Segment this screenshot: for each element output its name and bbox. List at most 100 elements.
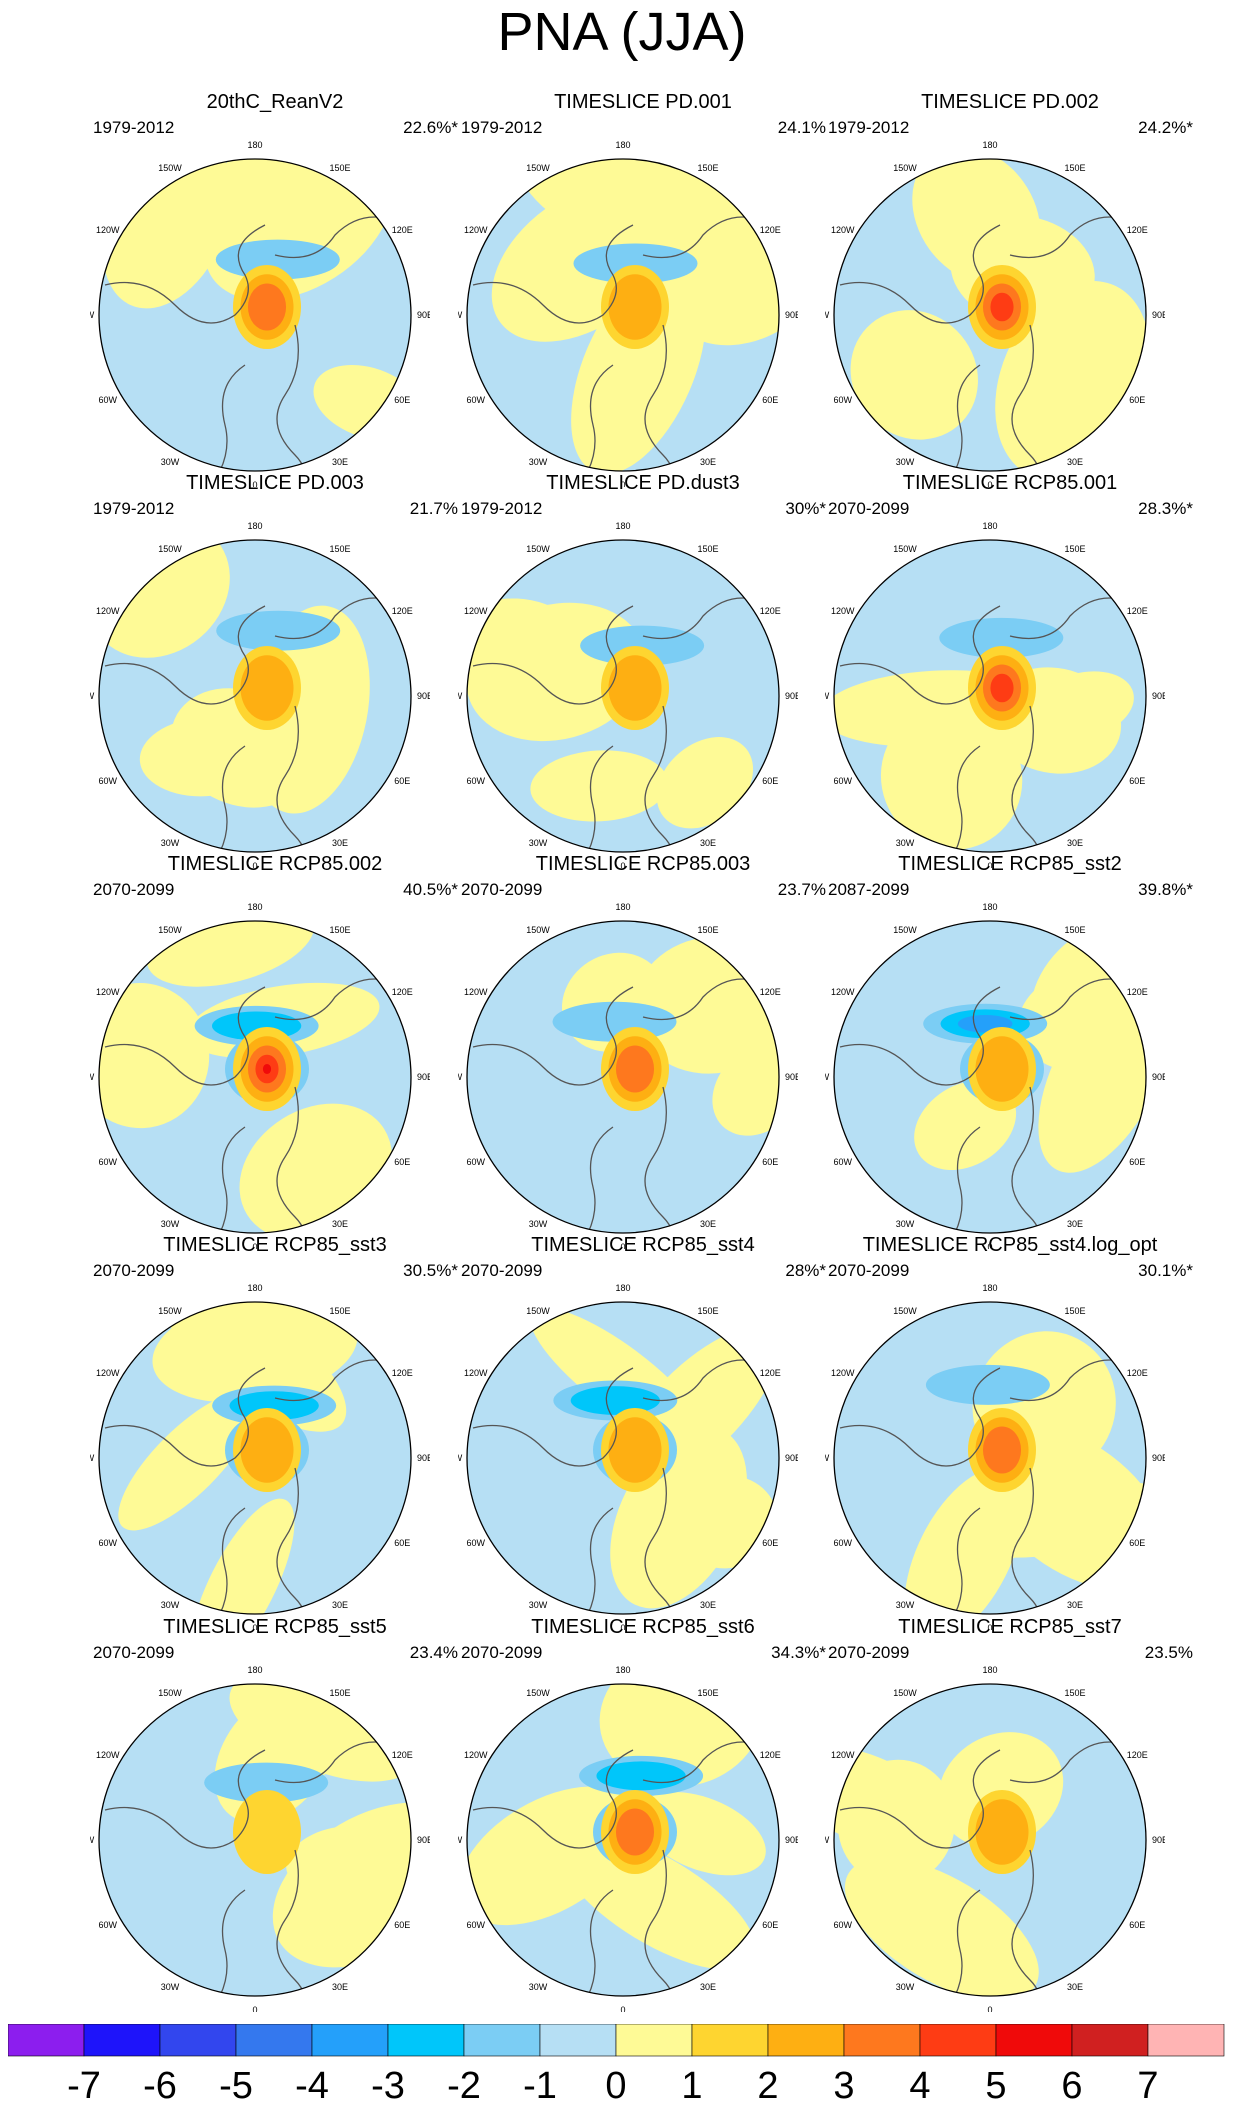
longitude-label: 180 [247,140,262,150]
coastline [194,1126,246,1233]
colorbar-tick-label: 2 [757,2065,778,2104]
coastline [276,1467,309,1614]
longitude-label: 0 [987,480,992,487]
map-boundary [833,920,1147,1234]
map-panel: TIMESLICE RCP85.002 2070-2099 40.5%* 180 150… [90,853,460,1249]
longitude-label: 60W [99,776,118,786]
map-panel: TIMESLICE PD.001 1979-2012 24.1% 180 150E 120… [458,91,828,487]
polar-anomaly-contour [990,292,1014,322]
longitude-label: 120W [831,1750,855,1760]
longitude-label: 120W [96,1368,120,1378]
coastline [929,745,981,852]
positive-anomaly-region [229,1684,411,1782]
longitude-label: 30E [1067,1600,1083,1610]
map-boundary [466,1683,780,1997]
longitude-label: 90E [1152,310,1165,320]
colorbar-tick-label: -4 [295,2065,329,2104]
longitude-label: 30E [332,457,348,467]
longitude-label: 0 [252,1242,257,1249]
longitude-label: 60E [394,1920,410,1930]
polar-map: 180 150E 120E 90E 60E 30E 0 30W 60W 90W 120W 150W [458,521,798,868]
negative-anomaly-contour [939,617,1064,658]
longitude-label: 60W [467,395,486,405]
longitude-label: 150E [1064,544,1085,554]
panel-explained-variance: 24.1% [777,118,826,137]
longitude-label: 30W [896,838,915,848]
panel-explained-variance: 21.7% [409,499,458,518]
coastline [194,1507,246,1614]
longitude-label: 0 [620,1623,625,1630]
polar-anomaly-contour [608,1417,662,1483]
longitude-label: 180 [247,521,262,531]
longitude-label: 60W [834,395,853,405]
longitude-label: 120W [464,606,488,616]
colorbar-tick-label: 6 [1061,2065,1082,2104]
longitude-label: 90E [417,1835,430,1845]
longitude-label: 180 [615,902,630,912]
longitude-label: 60W [834,1920,853,1930]
longitude-label: 90W [825,1835,830,1845]
longitude-label: 150E [697,1688,718,1698]
longitude-label: 30E [1067,457,1083,467]
positive-anomaly-region [712,1043,779,1136]
polar-map: 180 150E 120E 90E 60E 30E 0 30W 60W 90W 120W 150W [90,140,430,487]
longitude-label: 60E [394,776,410,786]
longitude-label: 90W [90,310,95,320]
longitude-label: 30E [1067,838,1083,848]
panel-years: 2070-2099 [828,1261,910,1280]
longitude-label: 30E [700,1982,716,1992]
coastline [562,1126,614,1233]
coastline [104,1749,266,1849]
longitude-label: 30E [700,838,716,848]
polar-map: 180 150E 120E 90E 60E 30E 0 30W 60W 90W 120W 150W [825,521,1165,868]
colorbar-tick-label: -5 [219,2065,253,2104]
longitude-label: 60W [99,1920,118,1930]
positive-anomaly-region [190,1498,295,1614]
panel-years: 2070-2099 [93,880,175,899]
longitude-label: 150E [329,163,350,173]
colorbar-swatch [463,2024,541,2057]
map-panel: TIMESLICE RCP85_sst4 2070-2099 28%* 180 150E… [458,1234,828,1630]
longitude-label: 120W [831,225,855,235]
colorbar-tick-label: -2 [447,2065,481,2104]
longitude-label: 30W [529,457,548,467]
longitude-label: 60E [1129,1920,1145,1930]
map-panel: TIMESLICE RCP85_sst4.log_opt 2070-2099 30.… [825,1234,1195,1630]
panel-years: 1979-2012 [828,118,910,137]
polar-anomaly-contour [608,274,662,340]
longitude-label: 30W [529,838,548,848]
longitude-label: 180 [615,1283,630,1293]
longitude-label: 150W [158,925,182,935]
panel-years: 2087-2099 [828,880,910,899]
colorbar-tick-label: 4 [909,2065,930,2104]
coastline [929,1889,981,1996]
longitude-label: 120E [760,225,781,235]
map-panel: TIMESLICE PD.003 1979-2012 21.7% 180 150E 120… [90,472,460,868]
coastline [644,1086,677,1233]
longitude-label: 150E [697,1306,718,1316]
coastline [839,1749,1001,1849]
longitude-label: 180 [982,1665,997,1675]
panel-explained-variance: 30%* [785,499,826,518]
longitude-label: 90W [458,1072,463,1082]
coastline [104,224,266,324]
longitude-label: 30E [700,1219,716,1229]
longitude-label: 0 [252,861,257,868]
longitude-label: 150E [697,163,718,173]
map-panel: TIMESLICE RCP85_sst2 2087-2099 39.8%* 180 15… [825,853,1195,1249]
longitude-label: 0 [620,480,625,487]
map-boundary [833,1683,1147,1997]
coastline [1011,705,1044,852]
longitude-label: 90E [417,1453,430,1463]
polar-map: 180 150E 120E 90E 60E 30E 0 30W 60W 90W 120W 150W [90,521,430,868]
panel-explained-variance: 40.5%* [403,880,458,899]
longitude-label: 0 [987,861,992,868]
panel-explained-variance: 23.4% [409,1643,458,1662]
longitude-label: 90W [90,691,95,701]
panel-explained-variance: 39.8%* [1138,880,1193,899]
polar-map: 180 150E 120E 90E 60E 30E 0 30W 60W 90W 120W 150W [825,140,1165,487]
longitude-label: 150W [526,544,550,554]
colorbar-tick-label: 5 [985,2065,1006,2104]
longitude-label: 30W [896,1982,915,1992]
panel-title: TIMESLICE RCP85_sst5 [163,1616,387,1638]
